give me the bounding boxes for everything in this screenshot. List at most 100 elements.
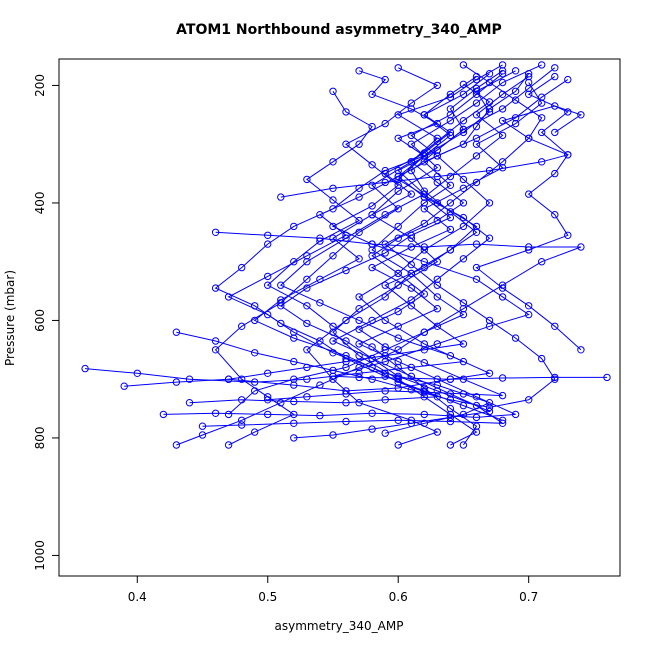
data-point [551,169,559,178]
data-point [303,284,311,292]
data-point [329,196,337,204]
data-point [394,134,402,143]
data-point [368,240,376,248]
data-point [472,99,481,107]
data-point [394,307,402,316]
y-tick-label: 600 [33,309,47,332]
data-point [342,337,350,345]
data-point [277,302,285,310]
data-point [172,328,181,336]
data-point [485,407,494,416]
series-9 [185,70,507,407]
data-point [472,72,481,81]
data-point [329,184,337,193]
data-point [355,399,363,407]
data-point [433,216,441,225]
data-point [251,316,259,325]
data-point [251,387,259,395]
data-point [329,222,337,231]
data-point [446,225,455,234]
data-point [446,117,455,125]
data-point [381,75,389,84]
data-point [329,337,337,345]
data-point [525,396,533,404]
data-point [459,222,468,231]
data-point [329,366,337,375]
data-point [355,305,363,313]
data-point [407,363,415,372]
data-point [224,410,233,419]
data-point [329,87,337,96]
data-point [498,117,507,125]
series-line [215,231,582,415]
data-point [577,346,585,354]
data-point [355,140,363,148]
plot-area [81,61,611,449]
data-point [485,369,494,377]
series-1 [303,70,533,449]
data-point [446,131,455,140]
data-point [264,281,272,289]
data-point [224,375,233,383]
data-point [342,390,350,398]
data-point [485,70,494,78]
data-point [407,386,415,394]
data-point [433,199,441,207]
data-point [407,284,415,292]
data-point [498,374,507,382]
data-point [446,213,455,222]
data-point [329,158,337,166]
data-point [472,240,481,248]
data-point [342,140,350,148]
data-point [381,343,389,351]
data-point [407,243,415,251]
data-point [238,263,246,272]
data-point [511,410,520,419]
series-18 [224,67,507,383]
data-point [303,363,311,372]
series-line [189,73,503,404]
series-line [214,70,503,421]
data-point [459,61,468,69]
data-point [290,375,298,383]
data-point [407,99,415,107]
series-line [163,82,543,418]
data-point [329,322,337,330]
data-point [264,396,272,404]
series-20 [264,80,507,404]
data-point [446,172,455,181]
y-tick-label: 200 [33,74,47,97]
series-line [332,64,542,446]
data-point [511,87,520,96]
data-point [498,67,507,75]
data-point [420,388,428,396]
data-point [472,393,481,401]
data-point [511,119,520,128]
data-point [498,70,507,78]
data-point [133,369,142,377]
data-point [577,111,585,119]
data-point [381,293,389,301]
data-point [368,263,376,272]
data-point [238,416,246,424]
data-point [485,166,494,175]
data-point [238,322,246,330]
data-point [211,228,220,237]
data-point [511,334,520,342]
data-point [511,96,520,104]
data-point [459,390,468,398]
y-tick-label: 1000 [33,540,47,571]
data-point [433,275,441,283]
data-point [459,441,468,449]
data-point [446,90,455,99]
data-point [446,208,455,216]
data-point [368,425,376,433]
data-point [446,352,455,360]
data-point [355,255,363,263]
data-point [420,152,428,160]
data-point [551,64,559,72]
data-point [251,349,259,357]
data-point [355,67,363,75]
data-point [290,434,298,442]
data-point [264,231,272,240]
